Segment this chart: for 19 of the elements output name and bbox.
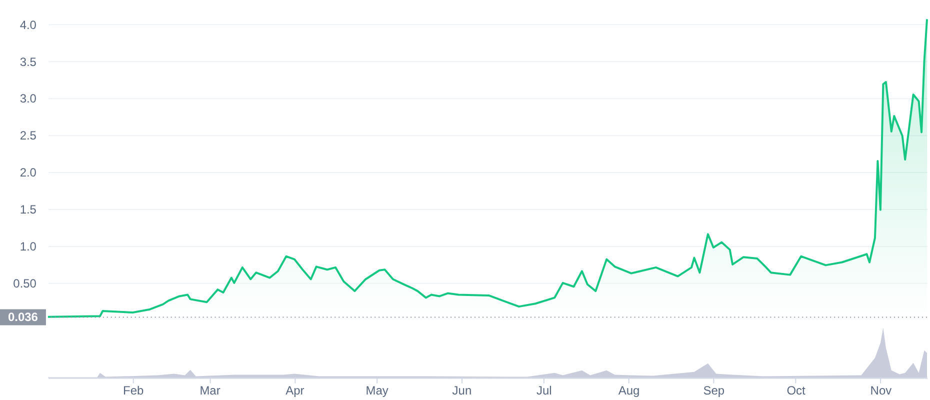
y-tick-label: 0.50 bbox=[13, 276, 37, 290]
x-tick-label: May bbox=[366, 383, 388, 398]
x-tick-label: Jul bbox=[536, 383, 552, 398]
x-tick-label: Aug bbox=[618, 383, 640, 398]
y-tick-label: 3.5 bbox=[20, 54, 37, 69]
y-tick-label: 1.5 bbox=[20, 202, 37, 217]
x-tick-label: Nov bbox=[870, 383, 892, 398]
x-tick-label: Apr bbox=[286, 383, 304, 398]
x-tick-label: Mar bbox=[200, 383, 220, 398]
y-tick-label: 1.0 bbox=[20, 239, 37, 254]
y-tick-label: 2.5 bbox=[20, 128, 37, 143]
y-tick-label: 4.0 bbox=[20, 18, 37, 32]
y-tick-label: 2.0 bbox=[20, 166, 37, 180]
x-tick-label: Feb bbox=[123, 383, 144, 398]
ref-line-label: 0.036 bbox=[8, 310, 38, 324]
x-tick-label: Oct bbox=[786, 383, 806, 398]
y-tick-label: 3.0 bbox=[20, 92, 37, 106]
x-tick-label: Jun bbox=[452, 383, 472, 398]
x-tick-label: Sep bbox=[703, 383, 725, 398]
